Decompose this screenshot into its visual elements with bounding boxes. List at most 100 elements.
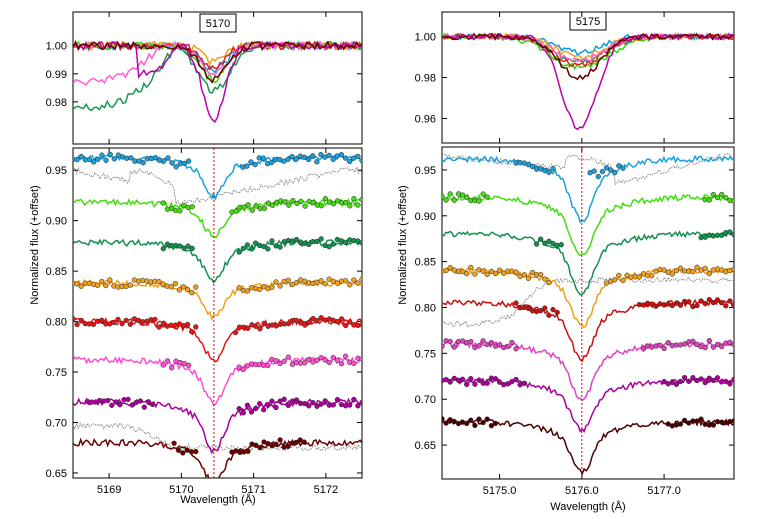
spectrum-dot: [480, 338, 486, 344]
spectrum-dot: [640, 346, 647, 352]
bottom-ytick-label: 0.65: [46, 468, 67, 480]
left-top-frame: [72, 11, 363, 145]
top-spectrum-line: [442, 32, 734, 68]
spectrum-dot: [123, 317, 129, 324]
right-y-axis-label: Normalized flux (+offset): [397, 185, 409, 304]
spectrum-dot: [714, 341, 721, 348]
spectrum-dot: [241, 204, 247, 210]
bottom-xtick-label: 5169: [97, 484, 121, 496]
spectrum-dot: [285, 402, 291, 409]
spectrum-dot: [253, 203, 259, 209]
spectrum-dot: [706, 338, 712, 344]
spectrum-dot: [492, 376, 499, 382]
spectrum-dot: [253, 442, 259, 448]
top-ytick-label: 0.99: [46, 69, 67, 81]
top-ytick-label: 0.98: [415, 73, 436, 85]
spectrum-dot: [706, 197, 712, 203]
spectrum-dot: [240, 410, 246, 416]
bottom-ytick-label: 0.75: [46, 367, 67, 379]
spectrum-dot: [285, 320, 292, 327]
spectrum-dot: [193, 324, 199, 330]
spectrum-dot: [293, 156, 299, 162]
spectrum-dot: [480, 191, 486, 197]
spectrum-dot: [484, 194, 490, 200]
spectrum-dot: [286, 202, 292, 208]
spectrum-dot: [443, 267, 449, 274]
spectrum-dot: [476, 377, 482, 383]
spectrum-dot: [355, 403, 361, 409]
spectrum-dot: [245, 325, 251, 331]
bottom-spectrum-line: [73, 238, 362, 284]
spectrum-dot: [681, 417, 688, 424]
spectrum-dot: [459, 376, 466, 382]
spectrum-dot: [298, 320, 304, 326]
spectrum-dot: [338, 361, 345, 367]
spectrum-dot: [702, 301, 708, 307]
spectrum-dot: [538, 236, 544, 242]
bottom-ytick-label: 0.85: [415, 257, 436, 269]
spectrum-dot: [330, 402, 336, 408]
spectrum-dot: [326, 244, 332, 250]
spectrum-dot: [306, 241, 312, 248]
spectrum-dot: [496, 267, 503, 273]
spectrum-dot: [492, 420, 499, 427]
spectrum-dot: [107, 277, 113, 283]
spectrum-dot: [342, 239, 349, 245]
spectrum-dot: [293, 397, 300, 403]
spectrum-dot: [334, 357, 341, 363]
spectrum-dot: [301, 154, 308, 160]
spectrum-dot: [244, 242, 251, 248]
spectrum-dot: [129, 402, 135, 408]
spectrum-dot: [318, 236, 324, 242]
spectrum-dot: [694, 302, 700, 309]
spectrum-dot: [719, 191, 725, 198]
spectrum-dot: [334, 318, 341, 325]
spectrum-dot: [464, 420, 470, 427]
spectrum-dot: [472, 271, 478, 277]
spectrum-dot: [616, 272, 622, 279]
spectrum-dot: [261, 320, 267, 327]
top-ytick-label: 1.00: [46, 41, 67, 53]
spectrum-dot: [442, 193, 445, 199]
top-spectrum-line: [442, 32, 734, 81]
spectrum-dot: [169, 160, 175, 166]
spectrum-dot: [314, 317, 320, 324]
spectrum-dot: [347, 158, 353, 165]
bottom-ytick-label: 0.85: [46, 266, 67, 278]
spectrum-dot: [253, 323, 259, 329]
spectrum-dot: [476, 416, 482, 422]
spectrum-dot: [281, 358, 287, 364]
spectrum-dot: [710, 299, 717, 306]
spectrum-dot: [464, 381, 470, 388]
spectrum-dot: [525, 275, 532, 282]
spectrum-dot: [236, 406, 242, 412]
spectrum-dot: [538, 271, 544, 278]
spectrum-dot: [612, 170, 618, 176]
right-box-label-frame: [569, 11, 607, 31]
bottom-xtick-label: 5172: [314, 484, 338, 496]
spectrum-dot: [248, 159, 254, 165]
spectrum-dot: [176, 287, 183, 293]
spectrum-dot: [111, 319, 117, 326]
spectrum-dot: [74, 281, 80, 287]
spectrum-dot: [484, 271, 490, 278]
spectrum-dot: [244, 288, 251, 294]
spectrum-dot: [509, 339, 515, 346]
top-series-group: [442, 32, 734, 131]
spectrum-dot: [285, 354, 291, 360]
spectrum-dot: [181, 245, 187, 251]
spectrum-dot: [244, 163, 250, 169]
spectrum-dot: [351, 277, 357, 283]
spectrum-dot: [169, 365, 175, 371]
spectrum-dot: [484, 416, 490, 422]
spectrum-dot: [127, 321, 133, 327]
spectrum-dot: [314, 403, 320, 409]
spectrum-dot: [677, 265, 684, 271]
spectrum-dot: [269, 398, 275, 404]
spectrum-dot: [193, 448, 199, 455]
spectrum-dot: [265, 401, 271, 408]
spectrum-dot: [149, 401, 156, 408]
spectrum-dot: [657, 342, 663, 348]
spectrum-dot: [115, 316, 121, 323]
spectrum-dot: [546, 238, 552, 244]
